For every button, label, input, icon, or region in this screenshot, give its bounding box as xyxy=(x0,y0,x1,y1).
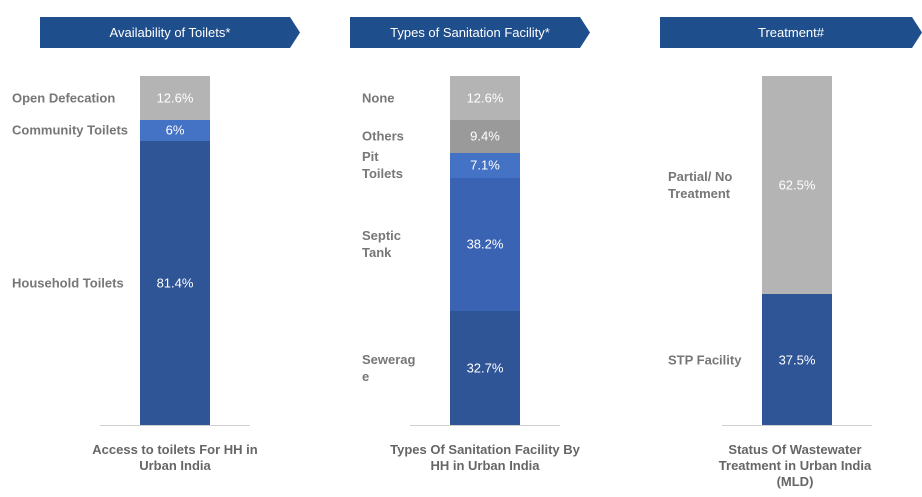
value-label: 7.1% xyxy=(470,157,500,173)
value-label: 62.5% xyxy=(778,177,816,193)
bar-segment xyxy=(140,119,210,141)
category-caption: Access to toilets For HH in Urban India xyxy=(92,442,258,473)
segment-name: None xyxy=(362,90,395,106)
segment-name: STP Facility xyxy=(668,352,742,368)
banner: Types of Sanitation Facility* xyxy=(350,17,590,48)
segment-name: Pit Toilets xyxy=(362,149,403,182)
value-label: 37.5% xyxy=(778,352,816,368)
value-label: 12.6% xyxy=(466,90,504,106)
bar-segment xyxy=(140,76,210,120)
segment-name: Septic Tank xyxy=(362,228,402,261)
value-label: 38.2% xyxy=(466,236,504,252)
bar-segment xyxy=(450,310,520,425)
bar-segment xyxy=(450,76,520,120)
segment-name: Partial/ No Treatment xyxy=(668,169,733,202)
baseline xyxy=(722,425,872,426)
value-label: 81.4% xyxy=(156,275,194,291)
segment-name: Open Defecation xyxy=(12,90,116,106)
category-caption: Status Of Wastewater Treatment in Urban … xyxy=(718,442,872,489)
value-label: 6% xyxy=(165,122,185,138)
bar-segment xyxy=(762,294,832,425)
banner: Availability of Toilets* xyxy=(40,17,300,48)
category-caption: Types Of Sanitation Facility By HH in Ur… xyxy=(390,442,580,473)
banner: Treatment# xyxy=(660,17,922,48)
value-label: 12.6% xyxy=(156,90,194,106)
bar-segment xyxy=(450,152,520,178)
segment-name: Others xyxy=(362,128,404,144)
bar-segment xyxy=(450,119,520,153)
segment-name: Community Toilets xyxy=(12,122,129,138)
value-label: 9.4% xyxy=(470,128,500,144)
bar-segment xyxy=(140,140,210,425)
segment-name: Sewerage xyxy=(362,351,416,384)
value-label: 32.7% xyxy=(466,360,504,376)
baseline xyxy=(100,425,250,426)
baseline xyxy=(410,425,560,426)
bar-segment xyxy=(450,177,520,311)
bar-segment xyxy=(762,76,832,295)
segment-name: Household Toilets xyxy=(12,275,124,291)
